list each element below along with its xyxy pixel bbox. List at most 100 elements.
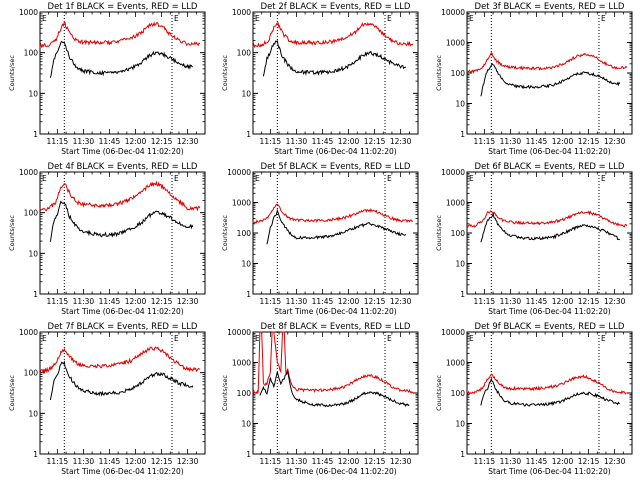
panel-title: Det 5f BLACK = Events, RED = LLD	[261, 162, 411, 172]
y-tick-label: 100	[451, 69, 466, 78]
y-axis-label: Counts/sec	[435, 215, 443, 251]
y-axis-label: Counts/sec	[8, 375, 16, 411]
y-tick-label: 1	[246, 290, 251, 299]
y-tick-label: 10	[455, 100, 465, 109]
x-tick-label: 12:15	[578, 137, 600, 146]
y-tick-label: 1000	[232, 359, 251, 368]
series-events-line	[480, 377, 620, 407]
y-tick-label: 10	[28, 89, 38, 98]
y-tick-label: 1	[460, 450, 465, 459]
x-tick-label: 11:15	[260, 297, 282, 306]
x-tick-label: 12:00	[125, 297, 147, 306]
panel-det-2f: Det 2f BLACK = Events, RED = LLD Counts/s…	[221, 2, 419, 156]
series-events-line	[259, 371, 410, 408]
series-events-line	[49, 40, 193, 78]
x-tick-label: 12:30	[604, 457, 626, 466]
y-tick-label: 10	[28, 409, 38, 418]
plot-frame	[39, 331, 206, 455]
y-tick-label: 1	[460, 290, 465, 299]
x-tick-label: 11:45	[526, 137, 548, 146]
time-marker-label: E	[387, 334, 392, 343]
corner-label: E	[42, 174, 47, 183]
panel-det-6f: Det 6f BLACK = Events, RED = LLD Counts/s…	[435, 162, 633, 316]
y-tick-label: 1000	[19, 8, 38, 17]
x-tick-label: 11:15	[47, 297, 69, 306]
panel-det-4f: Det 4f BLACK = Events, RED = LLD Counts/s…	[8, 162, 206, 316]
panel-det-1f: Det 1f BLACK = Events, RED = LLD Counts/s…	[8, 2, 206, 156]
x-tick-label: 11:30	[286, 297, 308, 306]
y-axis-label: Counts/sec	[221, 55, 229, 91]
x-tick-label: 11:45	[312, 137, 334, 146]
plot-frame	[252, 11, 419, 135]
corner-label: E	[42, 334, 47, 343]
y-tick-label: 1	[33, 450, 38, 459]
y-tick-label: 10	[241, 420, 251, 429]
x-tick-label: 12:30	[390, 137, 412, 146]
panel-det-8f: Det 8f BLACK = Events, RED = LLD Counts/s…	[221, 322, 419, 476]
x-axis-label: Start Time (06-Dec-04 11:02:20)	[274, 147, 396, 156]
x-tick-label: 11:15	[474, 137, 496, 146]
time-marker-label: E	[387, 14, 392, 23]
x-tick-label: 11:30	[73, 297, 95, 306]
series-lld-line	[252, 203, 414, 224]
panel-title: Det 9f BLACK = Events, RED = LLD	[475, 322, 625, 332]
x-tick-label: 12:30	[177, 297, 199, 306]
y-tick-label: 10	[455, 420, 465, 429]
x-tick-label: 12:30	[390, 297, 412, 306]
x-tick-label: 11:30	[500, 137, 522, 146]
y-tick-label: 100	[237, 389, 252, 398]
x-tick-label: 12:30	[177, 457, 199, 466]
x-tick-label: 12:15	[578, 457, 600, 466]
x-tick-label: 12:15	[151, 137, 173, 146]
x-tick-label: 12:00	[338, 457, 360, 466]
y-tick-label: 100	[451, 229, 466, 238]
x-tick-label: 12:15	[151, 297, 173, 306]
y-tick-label: 1	[33, 290, 38, 299]
y-tick-label: 10000	[441, 168, 465, 177]
x-tick-label: 11:30	[500, 297, 522, 306]
panel-det-5f: Det 5f BLACK = Events, RED = LLD Counts/s…	[221, 162, 419, 316]
y-axis-label: Counts/sec	[221, 375, 229, 411]
plot-frame	[39, 11, 206, 135]
x-tick-label: 11:15	[474, 457, 496, 466]
y-tick-label: 10	[28, 249, 38, 258]
corner-label: E	[469, 334, 474, 343]
y-axis-label: Counts/sec	[8, 55, 16, 91]
y-tick-label: 10000	[227, 328, 251, 337]
x-axis-label: Start Time (06-Dec-04 11:02:20)	[61, 307, 183, 316]
x-tick-label: 12:00	[552, 137, 574, 146]
y-tick-label: 1000	[19, 168, 38, 177]
time-marker-label: E	[601, 174, 606, 183]
series-events-line	[480, 211, 621, 243]
x-tick-label: 12:30	[604, 297, 626, 306]
x-axis-label: Start Time (06-Dec-04 11:02:20)	[488, 307, 610, 316]
x-tick-label: 12:15	[364, 137, 386, 146]
y-tick-label: 10	[241, 89, 251, 98]
series-events-line	[49, 200, 194, 242]
x-tick-label: 12:00	[338, 297, 360, 306]
panel-det-9f: Det 9f BLACK = Events, RED = LLD Counts/s…	[435, 322, 633, 476]
x-tick-label: 11:30	[73, 137, 95, 146]
time-marker-label: E	[601, 14, 606, 23]
x-tick-label: 11:45	[99, 137, 121, 146]
y-tick-label: 1000	[232, 8, 251, 17]
x-tick-label: 11:45	[99, 457, 121, 466]
panel-title: Det 2f BLACK = Events, RED = LLD	[261, 2, 411, 12]
series-lld-line	[466, 52, 628, 74]
corner-label: E	[255, 14, 260, 23]
x-tick-label: 11:15	[260, 137, 282, 146]
y-tick-label: 10000	[441, 328, 465, 337]
x-tick-label: 11:45	[526, 297, 548, 306]
y-axis-label: Counts/sec	[221, 215, 229, 251]
x-tick-label: 12:15	[364, 457, 386, 466]
y-tick-label: 100	[24, 369, 39, 378]
x-tick-label: 11:30	[286, 137, 308, 146]
x-tick-label: 11:45	[99, 297, 121, 306]
x-tick-label: 11:30	[500, 457, 522, 466]
panel-det-3f: Det 3f BLACK = Events, RED = LLD Counts/s…	[435, 2, 633, 156]
y-tick-label: 100	[24, 209, 39, 218]
x-tick-label: 12:30	[390, 457, 412, 466]
y-axis-label: Counts/sec	[8, 215, 16, 251]
plot-frame	[39, 171, 206, 295]
